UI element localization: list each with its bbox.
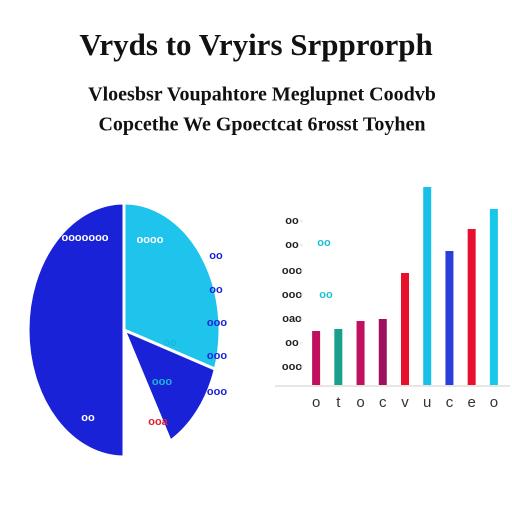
y-tick-label: oo: [285, 337, 299, 349]
bar: [423, 187, 432, 385]
y-tick-label: oo: [285, 215, 299, 227]
pie-label: ooo: [207, 317, 227, 329]
pie-label: oo: [163, 337, 177, 349]
x-tick-label: o: [490, 394, 498, 411]
bar: [334, 329, 343, 385]
pie-label: oo: [81, 412, 95, 424]
pie-label: oo: [209, 284, 223, 296]
pie-label: oo: [209, 250, 223, 262]
x-tick-label: t: [336, 394, 341, 411]
pie-label: ooooooo: [61, 232, 108, 244]
pie-label: oooo: [137, 234, 164, 246]
bar-label: oo: [319, 289, 333, 301]
pie-label: ooa: [148, 416, 168, 428]
y-tick-label: ooo: [282, 361, 302, 373]
y-tick-label: oo: [285, 239, 299, 251]
subtitle: Vloesbsr Voupahtore Meglupnet Coodvb: [88, 84, 436, 106]
bar: [489, 209, 498, 385]
bar: [445, 251, 454, 385]
pie-label: ooo: [152, 376, 172, 388]
x-tick-label: e: [467, 394, 475, 411]
title: Vryds to Vryirs Srpprorph: [79, 27, 432, 62]
x-tick-label: u: [423, 394, 431, 411]
bar: [312, 331, 321, 385]
bar: [356, 321, 365, 385]
bar: [401, 273, 409, 385]
pie-label: ooo: [207, 386, 227, 398]
x-tick-label: o: [312, 394, 320, 411]
bar-label: oo: [317, 237, 331, 249]
pie-slice: [26, 201, 126, 459]
x-tick-label: c: [379, 394, 387, 411]
y-tick-label: oao: [282, 313, 302, 325]
y-tick-label: ooo: [282, 265, 302, 277]
x-tick-label: o: [356, 394, 364, 411]
pie-slice: [121, 327, 218, 444]
pie-label: ooo: [207, 350, 227, 362]
y-tick-label: ooo: [282, 289, 302, 301]
bar: [378, 319, 387, 385]
x-tick-label: v: [401, 394, 409, 411]
bar: [467, 229, 476, 385]
pie-slice: [122, 201, 222, 372]
subtitle: Copcethe We Gpoectcat 6rosst Toyhen: [98, 114, 425, 136]
x-tick-label: c: [446, 394, 454, 411]
